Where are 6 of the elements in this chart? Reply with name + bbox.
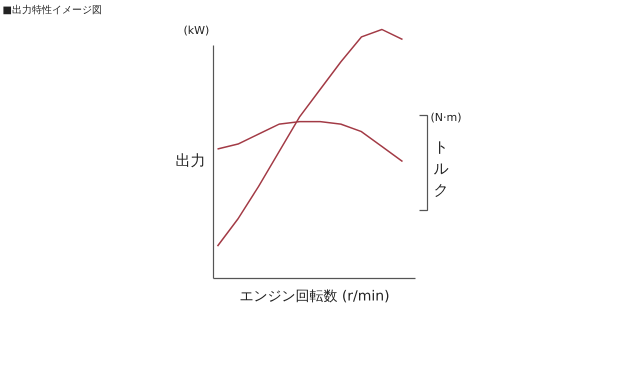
text: ■出力特性イメージ図 [2,4,102,16]
y2-axis-title: トルク [434,138,448,200]
text: (kW) [184,24,210,37]
y-axis-title: 出力 [176,152,206,170]
text: (N·m) [430,111,462,124]
x-axis-title: エンジン回転数 (r/min) [239,288,390,304]
